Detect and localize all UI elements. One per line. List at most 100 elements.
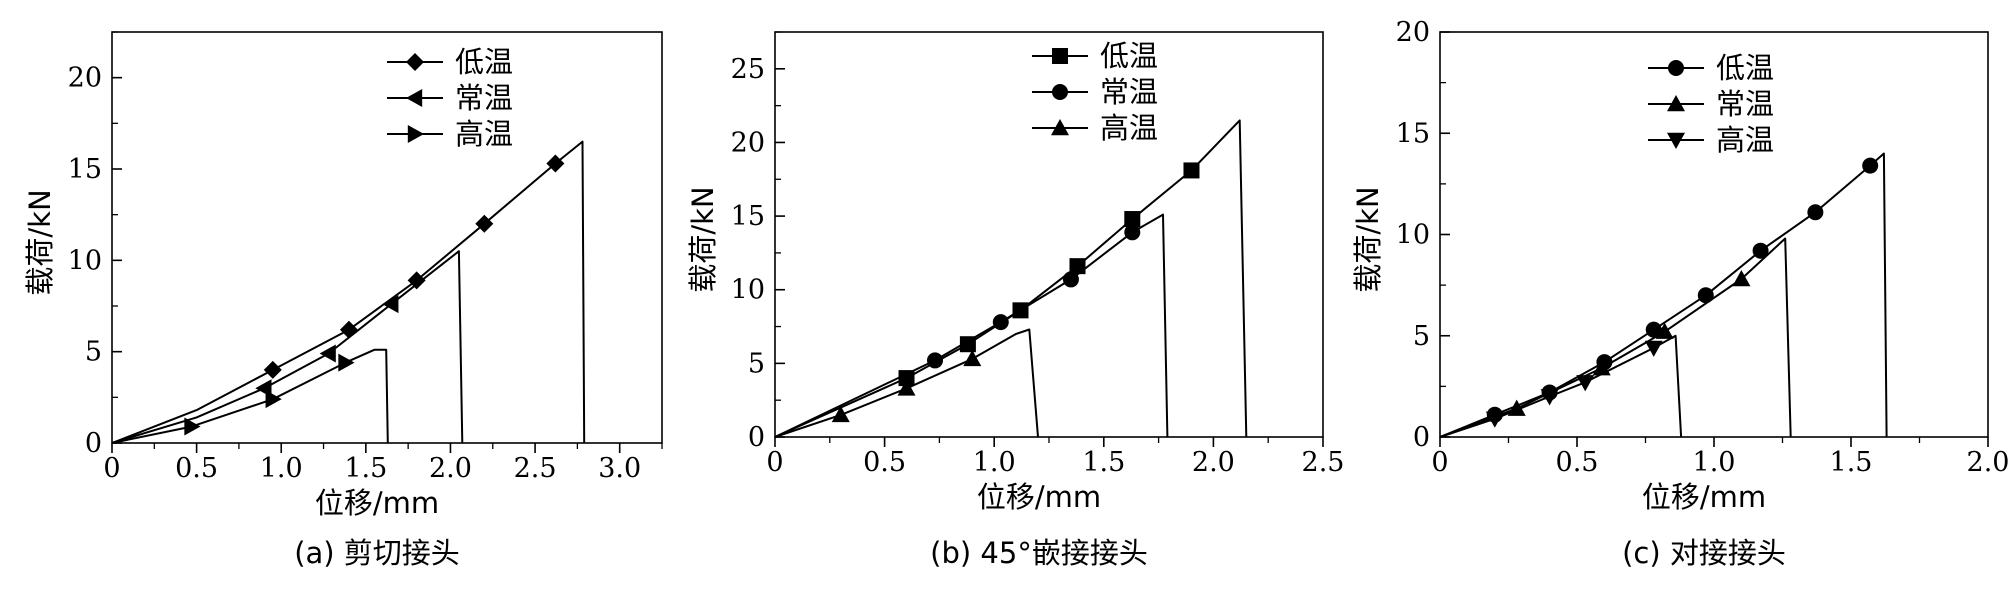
y-tick-label: 5 (85, 337, 102, 368)
data-point (959, 336, 976, 353)
y-tick-label: 0 (85, 428, 102, 459)
y-axis-label: 载荷/kN (1351, 186, 1385, 292)
y-axis-label: 载荷/kN (23, 189, 57, 295)
y-tick-label: 15 (731, 201, 765, 232)
series-3 (111, 348, 389, 444)
chart-panel-2: 0 0.5 1.0 1.5 2.0 2.5 0 5 10 15 20 25 位移/mm 载荷/kN (b) … (686, 31, 1345, 570)
data-point (546, 154, 565, 173)
data-point (1576, 375, 1595, 392)
x-tick-label: 0.5 (1556, 447, 1599, 478)
y-tick-label: 15 (1396, 118, 1430, 149)
data-point (265, 390, 282, 409)
series-line (774, 213, 1169, 438)
series-line (774, 119, 1248, 438)
chart-caption: (b) 45°嵌接接头 (930, 536, 1148, 570)
legend-label: 常温 (1100, 75, 1158, 109)
data-point (831, 405, 850, 423)
series-2 (774, 213, 1169, 438)
x-axis-label: 位移/mm (977, 480, 1101, 514)
legend-label: 低温 (1716, 51, 1774, 85)
y-tick-label: 5 (1413, 321, 1430, 352)
legend-marker (1052, 84, 1068, 100)
series-2 (1439, 237, 1792, 438)
data-point (1540, 389, 1559, 406)
series-1 (111, 140, 586, 444)
legend-marker (406, 89, 423, 107)
chart-panel-3: 0 0.5 1.0 1.5 2.0 0 5 10 15 20 位移/mm 载荷/kN (c) 对接接头 低… (1351, 17, 2009, 570)
legend-marker (406, 53, 424, 71)
data-point (338, 353, 355, 372)
data-point (1807, 204, 1824, 221)
x-tick-label: 1.0 (973, 447, 1016, 478)
x-tick-label: 2.0 (1967, 447, 2009, 478)
data-point (1645, 321, 1662, 338)
data-point (1124, 224, 1141, 241)
x-tick-label: 1.0 (1693, 447, 1736, 478)
legend-marker (1668, 60, 1684, 76)
series-3 (1439, 334, 1683, 438)
data-point (339, 320, 358, 339)
data-point (992, 314, 1009, 331)
x-tick-label: 0 (103, 453, 120, 484)
legend-label: 低温 (1100, 39, 1158, 73)
data-point (319, 344, 336, 363)
x-tick-label: 0 (1431, 447, 1448, 478)
x-tick-label: 0.5 (863, 447, 906, 478)
data-point (897, 379, 916, 396)
y-tick-label: 15 (68, 154, 102, 185)
x-tick-label: 1.5 (344, 453, 387, 484)
x-tick-label: 2.0 (1192, 447, 1235, 478)
series-1 (1439, 152, 1888, 438)
legend-label: 高温 (455, 117, 513, 151)
series-line (111, 140, 586, 444)
y-tick-label: 0 (748, 422, 765, 453)
y-axis-label: 载荷/kN (686, 186, 720, 292)
legend-marker (407, 125, 424, 143)
y-tick-label: 20 (68, 63, 102, 94)
chart-caption: (a) 剪切接头 (294, 536, 460, 570)
data-point (382, 295, 399, 314)
legend-marker (1052, 48, 1068, 64)
series-3 (774, 328, 1039, 438)
y-tick-label: 10 (1396, 220, 1430, 251)
data-point (1124, 211, 1141, 228)
legend-label: 常温 (455, 81, 513, 115)
y-tick-label: 20 (731, 127, 765, 158)
data-point (263, 360, 282, 379)
legend-label: 常温 (1716, 87, 1774, 121)
data-point (1732, 270, 1751, 287)
chart-caption: (c) 对接接头 (1622, 536, 1786, 570)
legend-label: 低温 (455, 45, 513, 79)
x-tick-label: 0.5 (175, 453, 218, 484)
y-tick-label: 5 (748, 348, 765, 379)
x-tick-label: 1.0 (260, 453, 303, 484)
legend-label: 高温 (1100, 111, 1158, 145)
data-point (407, 271, 426, 290)
data-point (1655, 322, 1674, 339)
legend-label: 高温 (1716, 123, 1774, 157)
data-point (963, 349, 982, 367)
legend-marker (1051, 119, 1069, 136)
data-point (1183, 162, 1200, 179)
data-point (1752, 242, 1769, 259)
y-tick-label: 20 (1396, 17, 1430, 48)
data-point (1862, 157, 1879, 174)
data-point (1485, 411, 1504, 428)
plot-frame (1439, 31, 1989, 438)
x-tick-label: 0 (766, 447, 783, 478)
x-axis-label: 位移/mm (315, 486, 439, 520)
x-tick-label: 2.5 (514, 453, 557, 484)
data-point (1062, 271, 1079, 288)
chart-panel-1: 0 0.5 1.0 1.5 2.0 2.5 3.0 0 5 10 15 20 位移/mm 载荷/kN (a)… (23, 31, 663, 570)
y-tick-label: 10 (68, 245, 102, 276)
series-line (1439, 152, 1888, 438)
legend-marker (1667, 132, 1685, 149)
x-tick-label: 3.0 (598, 453, 641, 484)
y-tick-label: 10 (731, 275, 765, 306)
x-tick-label: 1.5 (1830, 447, 1873, 478)
series-1 (774, 119, 1248, 438)
x-tick-label: 2.5 (1302, 447, 1345, 478)
data-point (898, 370, 915, 387)
